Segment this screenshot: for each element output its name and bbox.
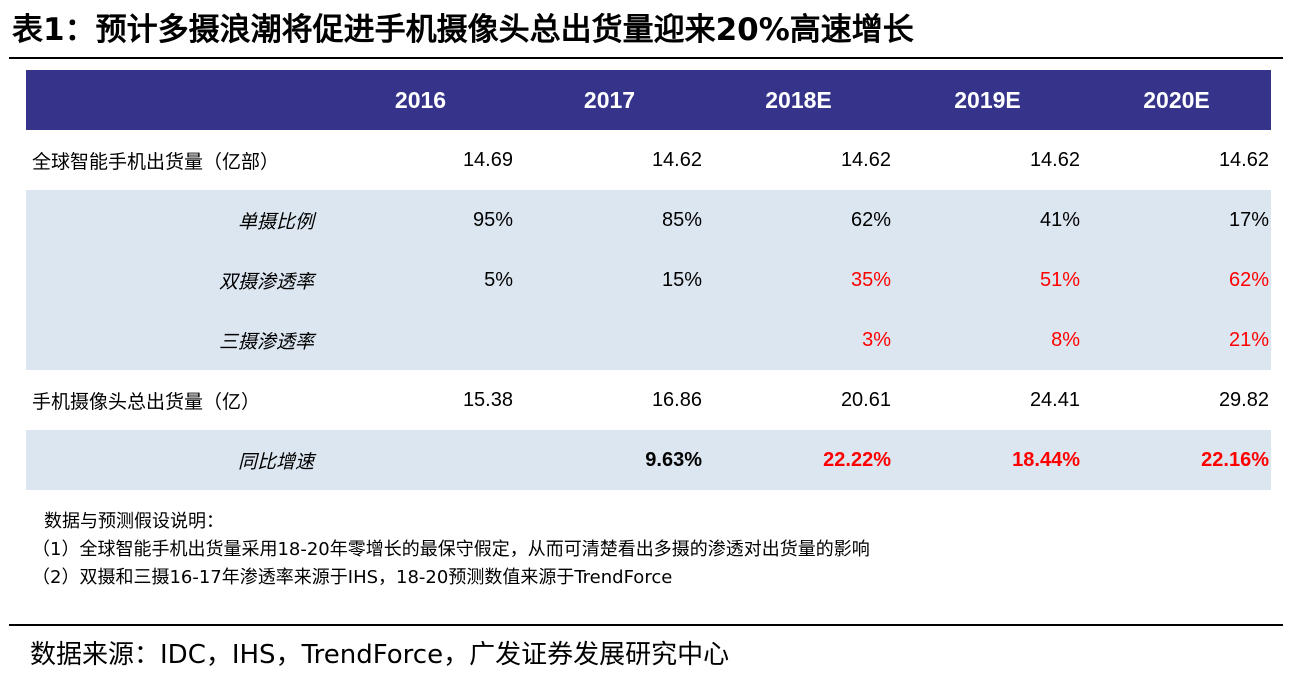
table-cell: 14.62 xyxy=(651,148,702,171)
table-cell: 8% xyxy=(893,310,1082,370)
note-item: （1）全球智能手机出货量采用18-20年零增长的最保守假定，从而可清楚看出多摄的… xyxy=(32,539,870,560)
row-label: 双摄渗透率 xyxy=(26,250,326,310)
table-row: 双摄渗透率 5% 15% 35% 51% 62% xyxy=(26,250,1271,310)
table-cell xyxy=(326,430,515,490)
table-cell: 22.16% xyxy=(1082,430,1271,490)
table-cell: 35% xyxy=(704,250,893,310)
table-cell: 16.86 xyxy=(651,388,702,411)
table-cell: 14.62 xyxy=(1029,148,1080,171)
header-corner-cell xyxy=(26,70,326,130)
assumption-notes: 数据与预测假设说明： （1）全球智能手机出货量采用18-20年零增长的最保守假定… xyxy=(32,508,870,592)
row-label: 手机摄像头总出货量（亿） xyxy=(32,390,261,413)
table-cell: 24.41 xyxy=(1029,388,1080,411)
table-cell: 15% xyxy=(515,250,704,310)
table-row: 同比增速 9.63% 22.22% 18.44% 22.16% xyxy=(26,430,1271,490)
table-cell: 14.62 xyxy=(1218,148,1269,171)
table-title: 表1：预计多摄浪潮将促进手机摄像头总出货量迎来20%高速增长 xyxy=(12,12,914,48)
table-cell xyxy=(326,310,515,370)
header-year: 2017 xyxy=(515,70,704,130)
table-cell: 14.69 xyxy=(462,148,513,171)
bottom-rule xyxy=(9,624,1283,626)
table-cell: 41% xyxy=(893,190,1082,250)
table-row: 手机摄像头总出货量（亿） 15.38 16.86 20.61 24.41 29.… xyxy=(26,370,1271,430)
row-label: 同比增速 xyxy=(26,430,326,490)
header-year: 2016 xyxy=(326,70,515,130)
table-cell: 62% xyxy=(1082,250,1271,310)
table-cell: 9.63% xyxy=(515,430,704,490)
table-row: 三摄渗透率 3% 8% 21% xyxy=(26,310,1271,370)
row-label: 三摄渗透率 xyxy=(26,310,326,370)
table-cell: 5% xyxy=(326,250,515,310)
table-cell: 95% xyxy=(326,190,515,250)
row-label: 全球智能手机出货量（亿部） xyxy=(32,150,280,173)
table-cell: 20.61 xyxy=(840,388,891,411)
table-cell: 22.22% xyxy=(704,430,893,490)
table-cell: 62% xyxy=(704,190,893,250)
top-rule xyxy=(9,57,1283,59)
note-item: （2）双摄和三摄16-17年渗透率来源于IHS，18-20预测数值来源于Tren… xyxy=(32,567,673,588)
table-cell: 3% xyxy=(704,310,893,370)
table-cell: 18.44% xyxy=(893,430,1082,490)
shipment-table: 2016 2017 2018E 2019E 2020E 全球智能手机出货量（亿部… xyxy=(26,70,1271,490)
notes-heading: 数据与预测假设说明： xyxy=(44,511,224,532)
header-year: 2019E xyxy=(893,70,1082,130)
header-year: 2020E xyxy=(1082,70,1271,130)
table-row: 全球智能手机出货量（亿部） 14.69 14.62 14.62 14.62 14… xyxy=(26,130,1271,190)
table-cell: 29.82 xyxy=(1218,388,1269,411)
table-cell xyxy=(515,310,704,370)
table-header-row: 2016 2017 2018E 2019E 2020E xyxy=(26,70,1271,130)
data-source: 数据来源：IDC，IHS，TrendForce，广发证券发展研究中心 xyxy=(30,640,730,670)
table-cell: 85% xyxy=(515,190,704,250)
table-cell: 21% xyxy=(1082,310,1271,370)
table-cell: 14.62 xyxy=(840,148,891,171)
header-year: 2018E xyxy=(704,70,893,130)
table-row: 单摄比例 95% 85% 62% 41% 17% xyxy=(26,190,1271,250)
table-cell: 17% xyxy=(1082,190,1271,250)
table-cell: 51% xyxy=(893,250,1082,310)
table-cell: 15.38 xyxy=(462,388,513,411)
row-label: 单摄比例 xyxy=(26,190,326,250)
